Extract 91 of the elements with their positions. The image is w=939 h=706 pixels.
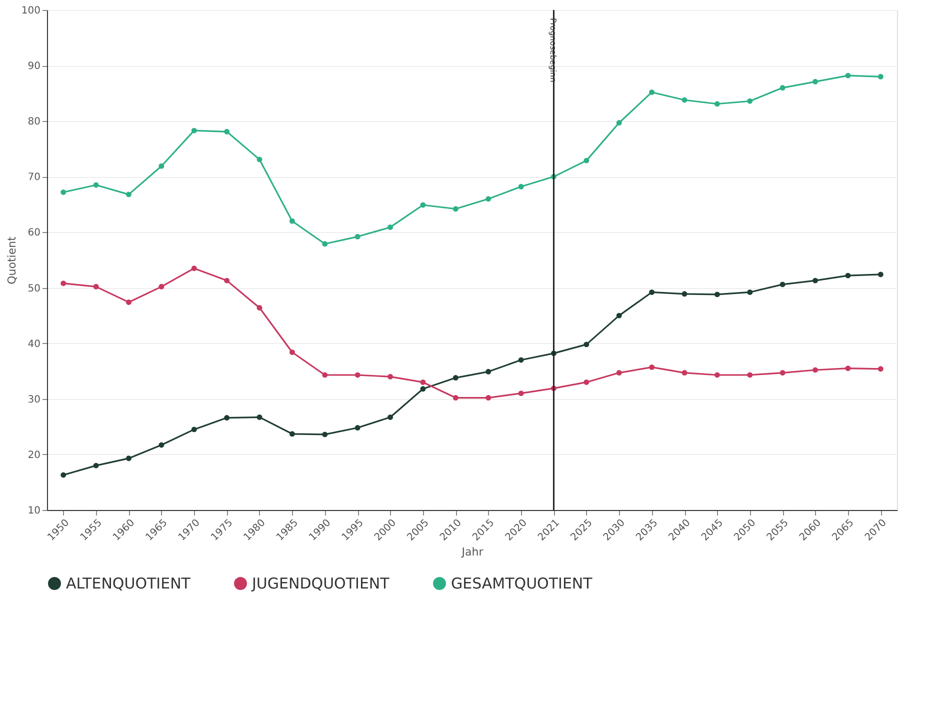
point: [256, 156, 262, 162]
point: [289, 431, 295, 437]
point: [354, 234, 360, 240]
point: [354, 372, 360, 378]
point: [60, 189, 66, 195]
point: [878, 74, 884, 80]
point: [845, 366, 851, 372]
point: [682, 370, 688, 376]
point: [780, 85, 786, 91]
point: [93, 182, 99, 188]
point: [682, 291, 688, 297]
y-tick-label: 40: [28, 338, 40, 350]
point: [845, 272, 851, 278]
point: [584, 342, 590, 348]
point: [289, 218, 295, 224]
point: [845, 72, 851, 78]
point: [93, 462, 99, 468]
point: [812, 278, 818, 284]
point: [60, 280, 66, 286]
point: [256, 414, 262, 420]
point: [780, 370, 786, 376]
point: [878, 272, 884, 278]
point: [224, 278, 230, 284]
point: [93, 284, 99, 290]
point: [256, 305, 262, 311]
y-tick-label: 100: [21, 6, 40, 16]
point: [747, 372, 753, 378]
point: [616, 312, 622, 318]
point: [486, 395, 492, 401]
point: [584, 158, 590, 164]
point: [714, 101, 720, 107]
y-tick-label: 50: [28, 283, 40, 294]
ref-line-label: Prognosebeginn: [548, 18, 558, 82]
point: [878, 366, 884, 372]
point: [452, 375, 458, 381]
legend-label: GESAMTQUOTIENT: [451, 574, 594, 593]
point: [191, 128, 197, 134]
point: [747, 289, 753, 295]
point: [60, 472, 66, 478]
point: [322, 241, 328, 247]
point: [289, 349, 295, 355]
point: [420, 379, 426, 385]
point: [812, 367, 818, 373]
point: [158, 442, 164, 448]
point: [649, 289, 655, 295]
point: [714, 292, 720, 298]
y-axis-title: Quotient: [5, 236, 18, 284]
point: [126, 299, 132, 305]
point: [158, 163, 164, 169]
point: [126, 192, 132, 198]
point: [322, 372, 328, 378]
x-axis-title: Jahr: [460, 546, 484, 559]
point: [518, 357, 524, 363]
point: [714, 372, 720, 378]
y-tick-label: 10: [28, 506, 40, 516]
y-tick-label: 80: [28, 116, 40, 128]
point: [649, 89, 655, 95]
y-tick-label: 20: [28, 450, 40, 461]
point: [486, 368, 492, 374]
point: [518, 390, 524, 396]
point: [388, 224, 394, 230]
point: [388, 414, 394, 420]
point: [682, 97, 688, 103]
point: [584, 379, 590, 385]
point: [649, 364, 655, 370]
point: [812, 78, 818, 84]
point: [420, 386, 426, 392]
y-tick-label: 90: [28, 61, 40, 72]
y-tick-label: 70: [28, 172, 40, 184]
point: [616, 370, 622, 376]
y-tick-label: 30: [28, 394, 40, 406]
point: [616, 120, 622, 126]
point: [191, 266, 197, 272]
point: [452, 206, 458, 212]
point: [486, 196, 492, 202]
point: [191, 426, 197, 432]
legend-label: ALTENQUOTIENT: [66, 574, 192, 593]
y-tick-label: 60: [28, 228, 40, 239]
legend-label: JUGENDQUOTIENT: [251, 574, 390, 593]
point: [126, 456, 132, 462]
point: [388, 374, 394, 380]
point: [224, 128, 230, 134]
point: [354, 425, 360, 431]
point: [158, 284, 164, 290]
point: [747, 98, 753, 104]
point: [518, 184, 524, 190]
point: [420, 202, 426, 208]
point: [780, 282, 786, 288]
point: [452, 395, 458, 401]
point: [224, 415, 230, 421]
point: [322, 432, 328, 438]
